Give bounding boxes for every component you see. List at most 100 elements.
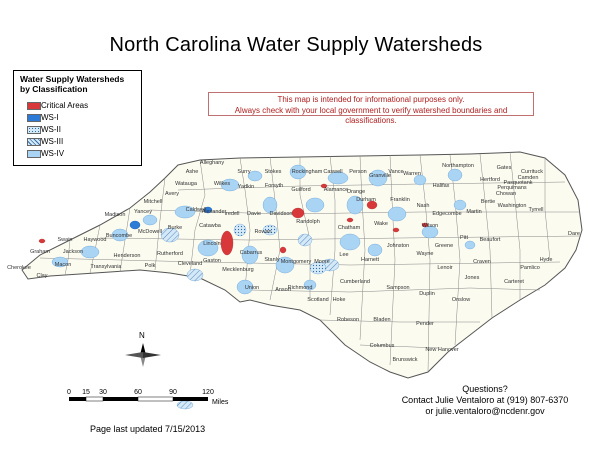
county-label: Transylvania <box>90 264 122 270</box>
county-label: Harnett <box>360 257 380 263</box>
county-label: Moore <box>314 259 330 265</box>
county-label: Lincoln <box>203 241 221 247</box>
county-label: Orange <box>346 189 366 195</box>
county-boundaries <box>39 151 581 373</box>
county-label: Watauga <box>175 181 197 187</box>
county-label: Catawba <box>199 223 221 229</box>
county-label: Burke <box>167 225 183 231</box>
north-arrow-compass-icon <box>125 343 161 367</box>
county-label: Craven <box>473 259 491 265</box>
county-label: Brunswick <box>392 357 418 363</box>
county-label: Henderson <box>113 253 141 259</box>
map-title: North Carolina Water Supply Watersheds <box>109 34 483 56</box>
north-label: N <box>139 331 145 340</box>
county-label: Pamlico <box>520 265 540 271</box>
disclaimer-line2: Always check with your local government … <box>234 105 508 126</box>
disclaimer-line1: This map is intended for informational p… <box>277 95 465 104</box>
legend-item-ws-ii: WS-II <box>27 125 61 135</box>
scale-tick-90: 90 <box>169 389 177 396</box>
county-label: Ashe <box>185 169 199 175</box>
disclaimer-notice: This map is intended for informational p… <box>208 92 534 125</box>
county-label: Greene <box>434 243 454 249</box>
county-label: Montgomery <box>280 259 312 265</box>
last-updated: Page last updated 7/15/2013 <box>90 424 206 434</box>
county-label: Carteret <box>504 279 524 285</box>
county-label: Rowan <box>254 229 272 235</box>
ws-ii-areas <box>233 223 327 275</box>
county-label: Alexander <box>201 209 227 215</box>
county-label: Granville <box>369 173 391 179</box>
county-label: Martin <box>466 209 482 215</box>
county-label: Cherokee <box>7 265 31 271</box>
county-label: Durham <box>356 197 376 203</box>
county-label: Camden <box>517 175 539 181</box>
county-label: Gates <box>496 165 512 171</box>
county-label: Alleghany <box>199 160 225 166</box>
ws-iii-areas <box>160 227 340 410</box>
county-label: Wayne <box>416 251 434 257</box>
county-label: Lenoir <box>437 265 453 271</box>
county-label: Currituck <box>520 169 544 175</box>
county-label: Hoke <box>332 297 346 303</box>
scale-tick-15: 15 <box>82 389 90 396</box>
county-label: Davie <box>246 211 262 217</box>
county-label: Buncombe <box>105 233 133 239</box>
county-label: Tyrrell <box>528 207 544 213</box>
scale-tick-120: 120 <box>202 389 214 396</box>
legend-item-critical-areas: Critical Areas <box>27 101 88 111</box>
county-label: Union <box>244 285 260 291</box>
county-label: Randolph <box>296 219 320 225</box>
county-label: Bladen <box>373 317 391 323</box>
county-label: Pitt <box>460 235 468 241</box>
legend-title-line2: by Classification <box>20 84 88 94</box>
county-label: Robeson <box>336 317 360 323</box>
legend-item-ws-iii: WS-III <box>27 137 63 147</box>
contact-name-phone: Contact Julie Ventaloro at (919) 807-637… <box>401 395 569 405</box>
contact-questions: Questions? <box>462 384 508 394</box>
county-label: Yancey <box>134 209 152 215</box>
county-label: Hyde <box>539 257 553 263</box>
county-label: Yadkin <box>237 184 255 190</box>
county-label: Forsyth <box>264 183 284 189</box>
county-label: Pasquotank <box>503 180 533 186</box>
county-label: Duplin <box>419 291 435 297</box>
scale-unit: Miles <box>212 399 229 406</box>
contact-block: Questions? Contact Julie Ventaloro at (9… <box>380 384 590 417</box>
county-label: Anson <box>275 287 291 293</box>
county-label: Onslow <box>451 297 471 303</box>
county-label: Pender <box>416 321 434 327</box>
county-label: Vance <box>388 169 404 175</box>
county-label: Avery <box>165 191 179 197</box>
county-label: Wake <box>374 221 388 227</box>
county-label: Stanly <box>264 257 280 263</box>
county-label: Columbus <box>369 343 395 349</box>
county-label: Cabarrus <box>239 250 263 256</box>
county-label: Hertford <box>480 177 500 183</box>
county-label: Graham <box>30 249 50 255</box>
county-label: Johnston <box>386 243 410 249</box>
county-label: Mitchell <box>143 199 163 205</box>
county-label: Chowan <box>495 191 517 197</box>
county-label: Halifax <box>432 183 450 189</box>
county-label: Perquimans <box>497 185 527 191</box>
county-label: New Hanover <box>425 347 459 353</box>
county-label: Surry <box>237 169 251 175</box>
contact-email[interactable]: or julie.ventaloro@ncdenr.gov <box>425 406 545 416</box>
county-label: Chatham <box>337 225 361 231</box>
county-label: Davidson <box>269 211 293 217</box>
ws-ii-swatch <box>27 126 41 134</box>
county-label: McDowell <box>138 229 162 235</box>
county-label: Richmond <box>287 285 313 291</box>
county-label: Stokes <box>264 169 282 175</box>
county-label: Sampson <box>386 285 410 291</box>
county-label: Franklin <box>390 197 410 203</box>
county-label: Edgecombe <box>432 211 462 217</box>
county-label: Rutherford <box>157 251 183 257</box>
county-label: Cumberland <box>340 279 370 285</box>
legend-title-line1: Water Supply Watersheds <box>20 74 125 84</box>
county-label: Washington <box>497 203 527 209</box>
county-label: Wilson <box>421 223 439 229</box>
county-label: Jackson <box>62 249 84 255</box>
county-label: Cleveland <box>177 261 203 267</box>
county-label: Scotland <box>307 297 329 303</box>
